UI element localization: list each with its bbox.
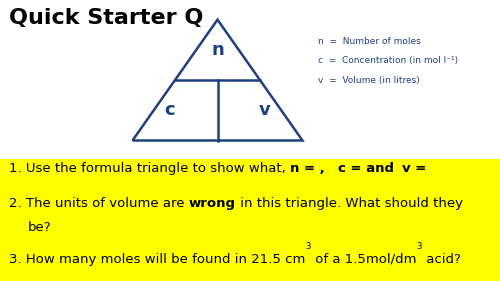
- Text: 3. How many moles will be found in 21.5 cm: 3. How many moles will be found in 21.5 …: [9, 253, 306, 266]
- Text: n: n: [211, 41, 224, 59]
- Bar: [0, 159, 500, 281]
- Text: be?: be?: [28, 221, 51, 234]
- Text: 2. The units of volume are: 2. The units of volume are: [9, 197, 189, 210]
- Text: n = ,: n = ,: [290, 162, 325, 175]
- Text: v: v: [259, 101, 271, 119]
- Text: Quick Starter Q: Quick Starter Q: [9, 8, 203, 28]
- Text: c = and: c = and: [338, 162, 394, 175]
- Text: 3: 3: [416, 242, 422, 251]
- Text: 1. Use the formula triangle to show what,: 1. Use the formula triangle to show what…: [9, 162, 290, 175]
- Text: in this triangle. What should they: in this triangle. What should they: [236, 197, 463, 210]
- Text: acid?: acid?: [422, 253, 461, 266]
- Text: n  =  Number of moles: n = Number of moles: [318, 37, 420, 46]
- Text: v  =  Volume (in litres): v = Volume (in litres): [318, 76, 419, 85]
- Text: v =: v =: [402, 162, 426, 175]
- Text: c  =  Concentration (in mol l⁻¹): c = Concentration (in mol l⁻¹): [318, 56, 458, 65]
- Text: 3: 3: [306, 242, 311, 251]
- Text: c: c: [164, 101, 175, 119]
- Text: wrong: wrong: [189, 197, 236, 210]
- Text: of a 1.5mol/dm: of a 1.5mol/dm: [311, 253, 416, 266]
